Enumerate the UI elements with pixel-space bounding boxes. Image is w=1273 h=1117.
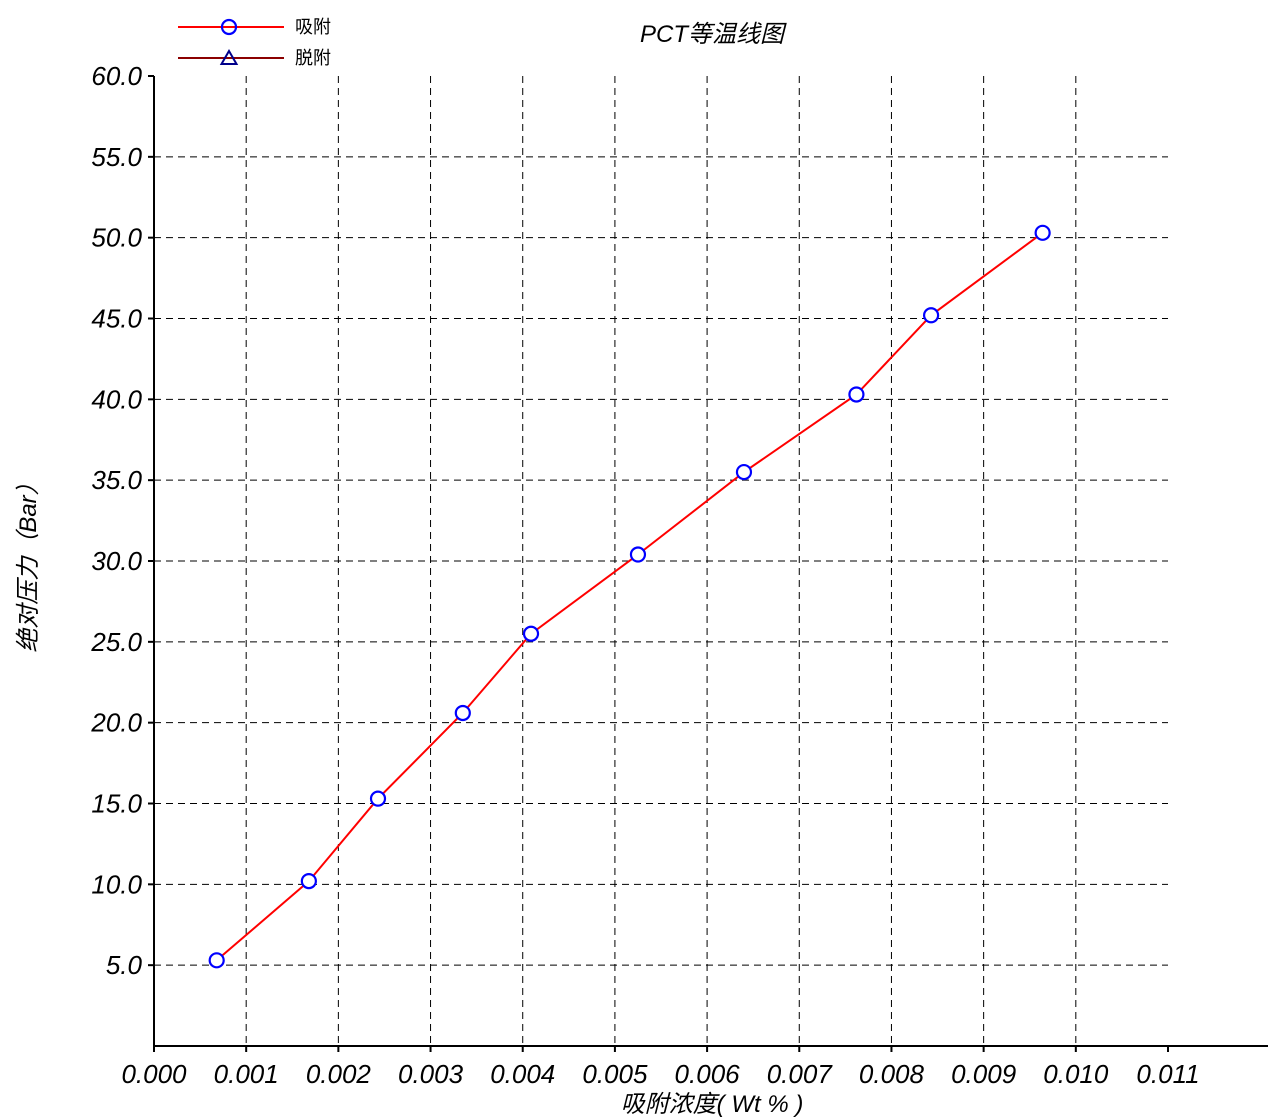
x-tick-label: 0.009 (951, 1059, 1016, 1089)
legend-adsorption-marker (220, 18, 238, 36)
y-tick-label: 15.0 (91, 789, 142, 819)
data-point (454, 704, 471, 722)
y-tick-label: 60.0 (91, 61, 142, 91)
data-point (300, 872, 317, 890)
legend-desorption-marker (219, 48, 239, 65)
x-tick-label: 0.011 (1136, 1059, 1199, 1089)
x-tick-label: 0.002 (306, 1059, 372, 1089)
data-point (629, 546, 647, 563)
data-point (848, 386, 865, 403)
x-tick-label: 0.010 (1043, 1059, 1109, 1089)
grid-lines (154, 76, 1168, 1046)
x-tick-label: 0.000 (121, 1059, 187, 1089)
y-tick-label: 50.0 (91, 223, 142, 253)
data-point (1034, 224, 1051, 241)
y-tick-label: 40.0 (91, 384, 142, 414)
y-tick-label: 45.0 (91, 304, 142, 334)
y-tick-label: 30.0 (91, 546, 142, 576)
data-point (922, 307, 940, 324)
legend: 吸附 脱附 (178, 17, 331, 69)
y-tick-label: 5.0 (106, 950, 143, 980)
x-tick-label: 0.004 (490, 1059, 555, 1089)
data-point (522, 625, 540, 642)
y-tick-label: 35.0 (91, 465, 142, 495)
x-tick-label: 0.003 (398, 1059, 464, 1089)
x-tick-label: 0.006 (675, 1059, 741, 1089)
y-tick-label: 20.0 (90, 708, 142, 738)
x-tick-label: 0.005 (582, 1059, 648, 1089)
data-point (369, 790, 387, 807)
x-tick-label: 0.008 (859, 1059, 925, 1089)
x-tick-label: 0.001 (214, 1059, 279, 1089)
data-point (735, 463, 753, 481)
data-point (208, 952, 225, 969)
x-axis-label: 吸附浓度( Wt % ) (621, 1091, 804, 1117)
x-tick-label: 0.007 (767, 1059, 834, 1089)
y-tick-label: 10.0 (91, 869, 142, 899)
y-tick-label: 25.0 (90, 627, 142, 657)
axes (148, 75, 1268, 1052)
data-series (208, 224, 1051, 969)
tick-labels: 0.000 0.001 0.002 0.003 0.004 0.005 0.006 0.007… (90, 61, 1199, 1089)
legend-desorption-label: 脱附 (295, 48, 331, 69)
y-tick-label: 55.0 (91, 142, 142, 172)
series-line (216, 231, 1044, 962)
legend-adsorption-label: 吸附 (295, 17, 331, 38)
chart-title: PCT等温线图 (640, 21, 787, 48)
y-axis-label: 绝对压力（Bar） (15, 471, 42, 652)
